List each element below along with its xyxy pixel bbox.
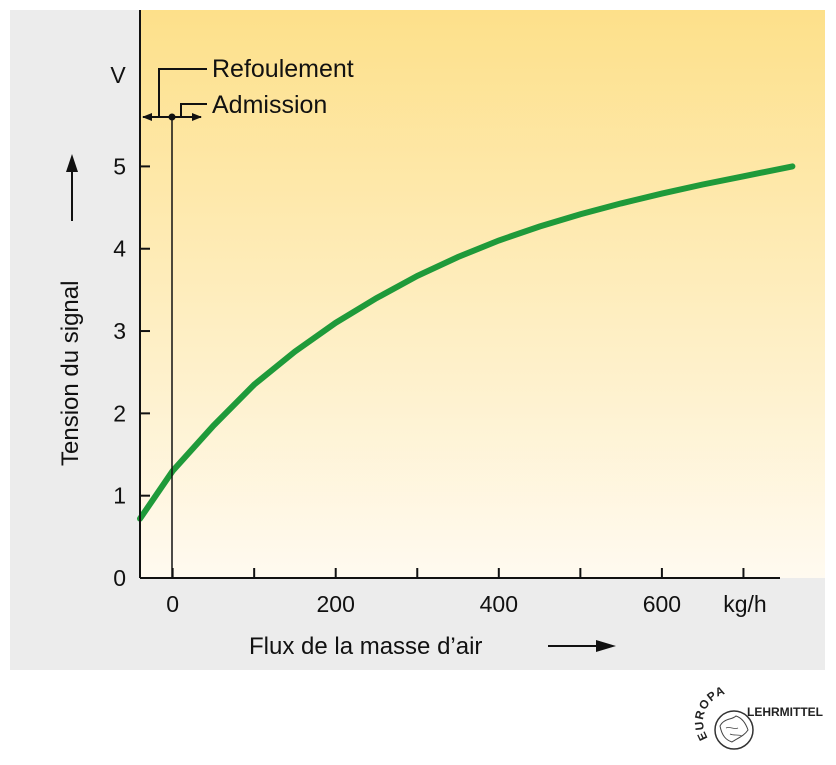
europa-lehrmittel-logo: EUROPA LEHRMITTEL <box>692 683 823 750</box>
y-tick-label-2: 2 <box>113 400 126 426</box>
annotation-refoulement: Refoulement <box>212 55 354 83</box>
x-tick-label-0: 0 <box>166 591 179 617</box>
annotation-admission: Admission <box>212 91 327 119</box>
svg-text:LEHRMITTEL: LEHRMITTEL <box>747 705 823 719</box>
x-tick-label-200: 200 <box>317 591 355 617</box>
y-tick-label-5: 5 <box>113 153 126 179</box>
y-axis-arrow <box>66 154 78 221</box>
x-axis-title: Flux de la masse d’air <box>249 633 482 660</box>
y-tick-label-3: 3 <box>113 318 126 344</box>
y-tick-label-4: 4 <box>113 236 126 262</box>
x-axis-arrow <box>548 640 616 652</box>
svg-text:EUROPA: EUROPA <box>692 683 727 743</box>
x-tick-label-600: 600 <box>643 591 681 617</box>
x-tick-label-400: 400 <box>480 591 518 617</box>
y-unit-label: V <box>110 62 126 88</box>
flow-direction-annotation <box>142 68 207 578</box>
y-axis-title: Tension du signal <box>57 281 84 466</box>
plot-area <box>140 10 825 578</box>
signal-voltage-curve <box>137 163 796 522</box>
y-tick-label-1: 1 <box>113 483 126 509</box>
x-unit-label: kg/h <box>723 591 766 617</box>
y-tick-label-0: 0 <box>113 565 126 591</box>
